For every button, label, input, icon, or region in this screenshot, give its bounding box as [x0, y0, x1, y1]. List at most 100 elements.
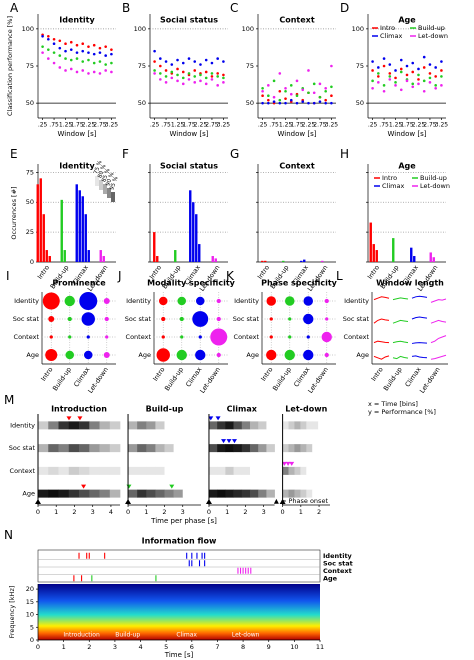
point — [411, 82, 415, 86]
point — [377, 72, 380, 75]
bubble — [266, 296, 276, 306]
panel-title: Prominence — [52, 279, 106, 288]
cell — [164, 489, 174, 498]
x-tick-label: 2 — [243, 508, 247, 516]
x-tick-label: Climax — [403, 366, 422, 389]
cell — [217, 421, 226, 430]
y-tick-label: 75 — [356, 62, 364, 70]
x-tick-label: 9 — [267, 643, 271, 651]
point — [278, 101, 282, 105]
point — [216, 75, 219, 78]
marker — [281, 461, 287, 466]
phase-title: Let-down — [285, 405, 327, 414]
row-label: Age — [22, 490, 35, 498]
point — [405, 79, 409, 83]
cell — [191, 466, 202, 475]
bar — [303, 259, 306, 262]
point — [193, 81, 197, 84]
point — [81, 42, 85, 46]
cell — [137, 444, 147, 453]
cell — [294, 466, 301, 475]
bubble — [81, 312, 95, 326]
point — [428, 81, 432, 84]
note: y = Performance [%] — [368, 408, 436, 416]
bubble — [103, 298, 110, 304]
curve — [373, 355, 390, 360]
threshold-label: 85 % — [101, 168, 111, 183]
cell — [249, 489, 259, 498]
point — [187, 78, 191, 81]
point — [394, 81, 397, 84]
curve — [411, 316, 428, 320]
point — [58, 54, 62, 57]
bubble — [103, 352, 110, 358]
x-tick-label: 3 — [113, 643, 117, 651]
point — [222, 60, 225, 63]
row-label: Identity — [344, 297, 369, 305]
x-axis-label: Window [s] — [58, 130, 97, 138]
bubble — [42, 292, 60, 310]
cell — [208, 421, 218, 430]
bar — [211, 256, 214, 262]
x-tick-label: .75 — [49, 122, 59, 129]
bar — [174, 250, 177, 262]
cell — [173, 444, 184, 453]
point — [104, 45, 107, 48]
panel-letter: H — [340, 147, 349, 161]
point — [52, 51, 56, 54]
x-tick-label: 2.75 — [423, 122, 437, 129]
point — [92, 43, 96, 47]
point — [440, 69, 443, 72]
bubble — [210, 328, 228, 346]
point — [434, 86, 437, 90]
curve — [373, 340, 390, 344]
point — [187, 57, 191, 60]
bubble — [288, 317, 292, 321]
cell — [164, 444, 174, 453]
point — [69, 48, 73, 51]
cell — [294, 444, 301, 453]
cell — [191, 489, 202, 498]
x-tick-label: 2.25 — [194, 122, 208, 129]
bar — [78, 190, 81, 262]
point — [428, 76, 432, 80]
point — [104, 54, 107, 57]
cell — [208, 444, 218, 453]
point — [199, 73, 202, 77]
y-tick-label: 50 — [246, 99, 254, 107]
x-axis-label: Window [s] — [170, 130, 209, 138]
marker — [66, 416, 72, 421]
bar — [156, 256, 159, 262]
cell — [312, 466, 319, 475]
point — [307, 69, 310, 72]
point — [64, 49, 67, 53]
point — [318, 82, 322, 86]
x-tick-label: 2.75 — [93, 122, 107, 129]
bubble — [65, 350, 74, 360]
bar — [153, 232, 156, 262]
point — [204, 70, 208, 74]
cell — [258, 489, 267, 498]
point — [324, 101, 327, 105]
bubble — [306, 335, 310, 339]
point — [92, 61, 96, 65]
cell — [217, 466, 226, 475]
marker — [226, 439, 232, 444]
point — [110, 48, 113, 51]
cell — [208, 466, 218, 475]
curve — [430, 298, 447, 303]
x-tick-label: 0 — [126, 508, 130, 516]
x-tick-label: .75 — [379, 122, 389, 129]
x-tick-label: 5 — [164, 643, 168, 651]
point — [284, 86, 287, 90]
curve — [392, 297, 409, 301]
point — [92, 70, 96, 74]
point — [170, 76, 174, 80]
bubble — [196, 296, 205, 306]
onset-note: ▲ = Phase onset — [274, 497, 329, 505]
panel-letter: L — [336, 269, 343, 283]
bar — [372, 244, 375, 262]
point — [434, 66, 437, 69]
cell — [266, 489, 275, 498]
point — [422, 89, 426, 93]
